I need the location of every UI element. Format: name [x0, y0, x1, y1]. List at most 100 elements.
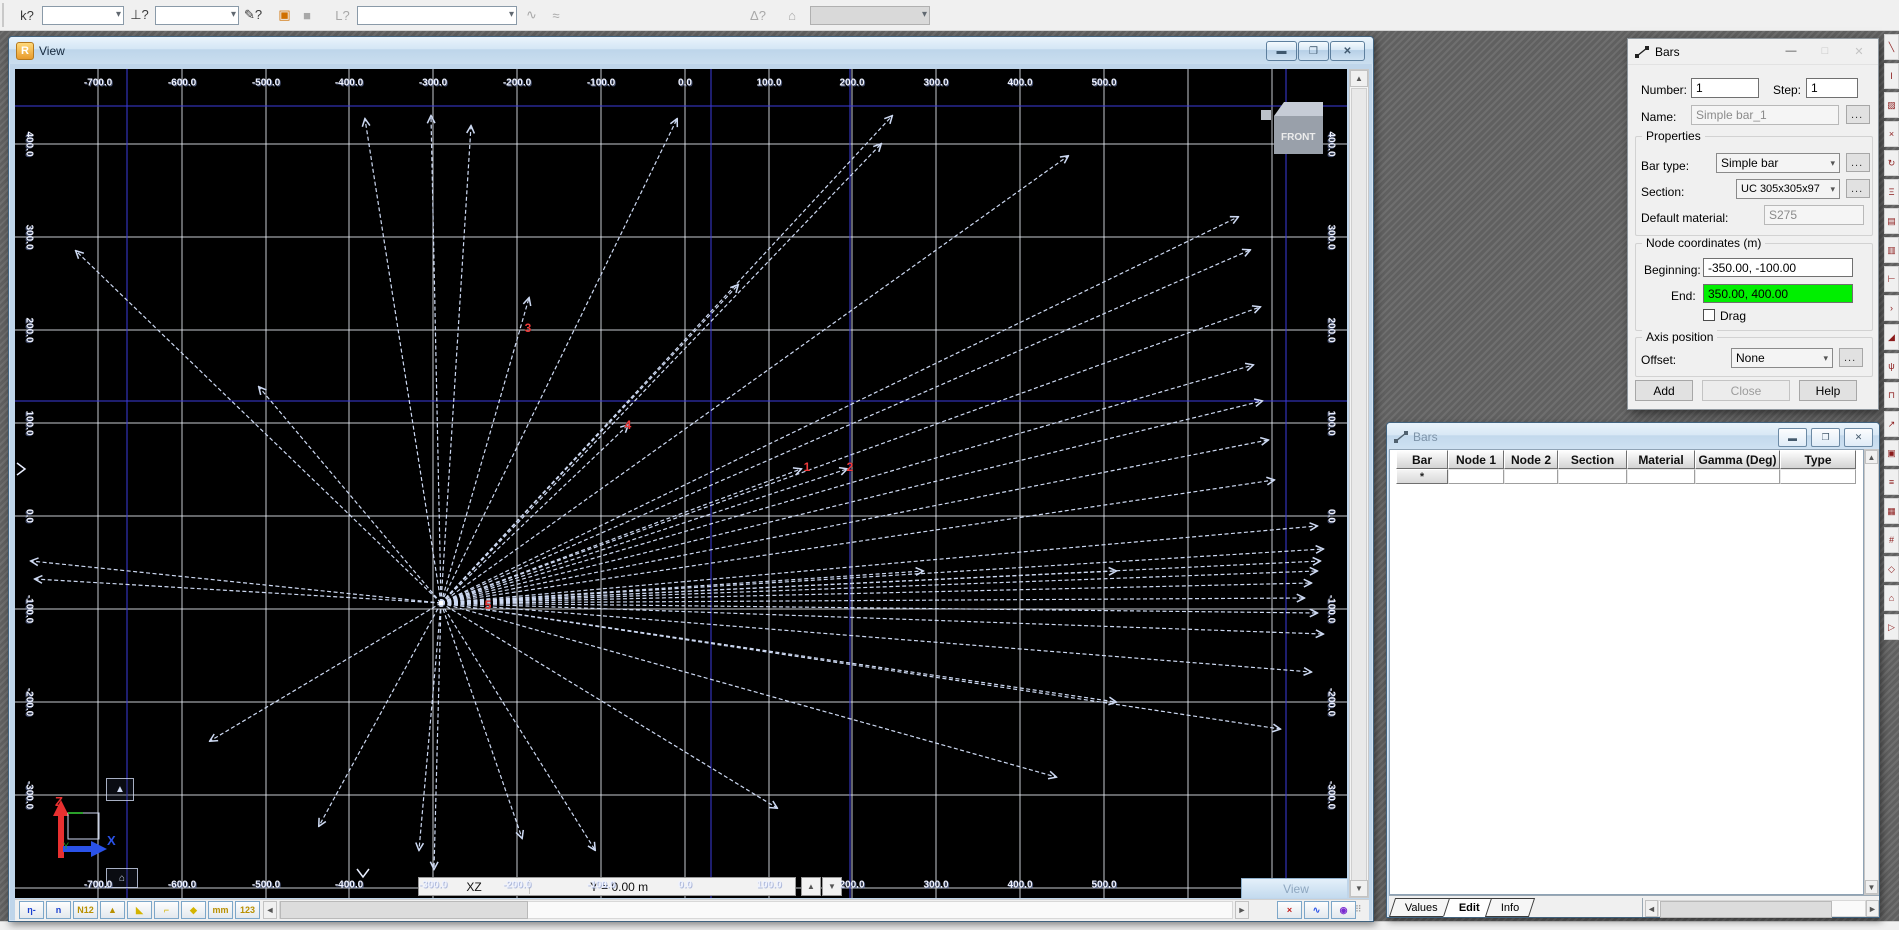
column-header-type[interactable]: Type [1780, 450, 1856, 469]
scroll-up-arrow[interactable]: ▲ [1865, 450, 1878, 464]
offset-browse-button[interactable]: ... [1839, 348, 1863, 367]
table-hscroll-thumb[interactable] [1660, 901, 1832, 918]
bar-section-tool-icon[interactable]: Ξ [1884, 179, 1899, 205]
restore-button[interactable]: ❐ [1811, 428, 1840, 447]
measure-help-icon[interactable]: ⊥? [130, 7, 149, 22]
section-browse-button[interactable]: ... [1846, 179, 1870, 198]
scroll-right-arrow[interactable]: ► [1866, 900, 1879, 917]
openings-tool-icon[interactable]: ▣ [1884, 440, 1899, 466]
format-painter-help-icon[interactable]: ✎? [243, 7, 263, 22]
attributes-combobox[interactable]: ▾ [155, 5, 239, 25]
column-header-node-2[interactable]: Node 2 [1504, 450, 1558, 469]
loads-tool-icon[interactable]: ↗ [1884, 411, 1899, 437]
work-plane-combobox[interactable]: ▾ [357, 5, 517, 25]
table-cell[interactable] [1627, 469, 1695, 484]
column-header-gamma-deg-[interactable]: Gamma (Deg) [1695, 450, 1780, 469]
view-home-button[interactable]: ⌂ [106, 868, 138, 888]
view-vscroll-thumb[interactable] [1351, 88, 1367, 881]
table-cell[interactable] [1695, 469, 1780, 484]
bars-tool-icon[interactable]: ╲ [1884, 34, 1899, 60]
column-header-node-1[interactable]: Node 1 [1448, 450, 1504, 469]
vehicle-combobox[interactable]: ▾ [810, 5, 930, 25]
minimize-button[interactable]: ▬ [1266, 41, 1297, 61]
column-header-bar[interactable]: Bar [1396, 450, 1448, 469]
bars-dialog-titlebar[interactable]: Bars [1628, 39, 1878, 65]
toggle-dimensions[interactable]: mm [208, 901, 233, 919]
plane-up-button[interactable]: ▲ [801, 877, 821, 896]
add-button[interactable]: Add [1635, 380, 1693, 401]
step-input[interactable]: 1 [1806, 78, 1858, 98]
close-button[interactable]: ✕ [1330, 41, 1365, 61]
beginning-input[interactable]: -350.00, -100.00 [1703, 258, 1853, 277]
view-vertical-scrollbar[interactable]: ▲ ▼ [1349, 69, 1369, 898]
toggle-profiles[interactable]: ⌐ [154, 901, 179, 919]
toggle-bar-numbers[interactable]: n [46, 901, 71, 919]
offsets-tool-icon[interactable]: ⊓ [1884, 382, 1899, 408]
end-input[interactable]: 350.00, 400.00 [1703, 284, 1853, 303]
view-window-icon[interactable]: ▣ [278, 7, 291, 22]
close-action-button[interactable]: Close [1702, 380, 1790, 401]
select-help-icon[interactable]: k? [20, 7, 34, 23]
load-vehicle-icon[interactable]: Δ? [750, 7, 766, 23]
view-hscroll-thumb[interactable] [280, 901, 528, 919]
close-button[interactable]: ✕ [1844, 428, 1873, 447]
table-cell[interactable] [1558, 469, 1627, 484]
run-tool-icon[interactable]: ▷ [1884, 614, 1899, 640]
name-input[interactable]: Simple bar_1 [1691, 105, 1839, 125]
supports-tool-icon[interactable]: ψ [1884, 353, 1899, 379]
table-cell[interactable] [1448, 469, 1504, 484]
scroll-right-arrow[interactable]: ► [1235, 901, 1249, 919]
panels-tool-icon[interactable]: ▤ [1884, 208, 1899, 234]
view-window-titlebar[interactable]: R View [9, 37, 1373, 64]
row-header-cell[interactable]: * [1396, 469, 1448, 484]
releases-tool-icon[interactable]: ⊢ [1884, 266, 1899, 292]
dialog-close-button[interactable]: ✕ [1854, 45, 1864, 58]
resize-grip[interactable]: ⠿ [1355, 904, 1363, 914]
column-header-section[interactable]: Section [1558, 450, 1627, 469]
scroll-down-arrow[interactable]: ▼ [1350, 880, 1368, 897]
snap-settings-icon[interactable]: ∿ [526, 7, 537, 22]
tables-tool-icon[interactable]: ▦ [1884, 498, 1899, 524]
minimize-button[interactable]: ▬ [1778, 428, 1807, 447]
materials-tool-icon[interactable]: ▨ [1884, 92, 1899, 118]
help-button[interactable]: Help [1799, 380, 1857, 401]
nodes-tool-icon[interactable]: ◇ [1884, 556, 1899, 582]
restore-button[interactable]: ❐ [1298, 41, 1329, 61]
section-select[interactable]: UC 305x305x97 ▾ [1736, 179, 1840, 199]
delete-tool-icon[interactable]: × [1884, 121, 1899, 147]
offset-select[interactable]: None ▾ [1731, 348, 1833, 368]
render-icon[interactable]: ◉ [1331, 901, 1356, 919]
cladding-tool-icon[interactable]: ▥ [1884, 237, 1899, 263]
dialog-minimize-button[interactable]: — [1785, 45, 1797, 57]
axis-definition-icon[interactable]: L? [335, 7, 350, 23]
table-horizontal-scrollbar[interactable] [1658, 900, 1866, 918]
view-tab[interactable]: View [1241, 878, 1347, 898]
deformation-icon[interactable]: ∿ [1304, 901, 1329, 919]
toggle-section-shape[interactable]: ◣ [127, 901, 152, 919]
structure-tool-icon[interactable]: ⌂ [1884, 585, 1899, 611]
bars-table-body[interactable]: Bar Node 1 Node 2 Section Material Gamma (Deg… [1389, 449, 1864, 895]
grid-tool-icon[interactable]: # [1884, 527, 1899, 553]
snap-grid-icon[interactable]: ≈ [552, 7, 560, 23]
vehicle-move-icon[interactable]: ⌂ [788, 7, 796, 23]
list-tool-icon[interactable]: ≡ [1884, 469, 1899, 495]
toggle-numbering[interactable]: 123 [235, 901, 260, 919]
toggle-bar-description[interactable]: N12 [73, 901, 98, 919]
bar-type-browse-button[interactable]: ... [1846, 153, 1870, 172]
scroll-up-arrow[interactable]: ▲ [1350, 70, 1368, 87]
toggle-panels[interactable]: ◆ [181, 901, 206, 919]
column-header-material[interactable]: Material [1627, 450, 1695, 469]
structure-viewport[interactable]: Z X Y FRONT XZ Y = 0.00 m ▲ ▼ View ▲ ⌂ -700… [15, 69, 1347, 898]
drag-checkbox[interactable] [1703, 309, 1715, 321]
rigid-links-tool-icon[interactable]: ◢ [1884, 324, 1899, 350]
no-snap-icon[interactable]: × [1277, 901, 1302, 919]
plane-down-button[interactable]: ▼ [822, 877, 842, 896]
scroll-left-arrow[interactable]: ◄ [263, 901, 277, 919]
name-browse-button[interactable]: ... [1846, 105, 1870, 124]
gray-box-icon[interactable]: ■ [303, 7, 311, 23]
scroll-left-arrow[interactable]: ◄ [1645, 900, 1658, 917]
table-cell[interactable] [1780, 469, 1856, 484]
table-vertical-scrollbar[interactable]: ▲ ▼ [1864, 449, 1879, 895]
toggle-supports[interactable]: ▲ [100, 901, 125, 919]
rotate-tool-icon[interactable]: ↻ [1884, 150, 1899, 176]
